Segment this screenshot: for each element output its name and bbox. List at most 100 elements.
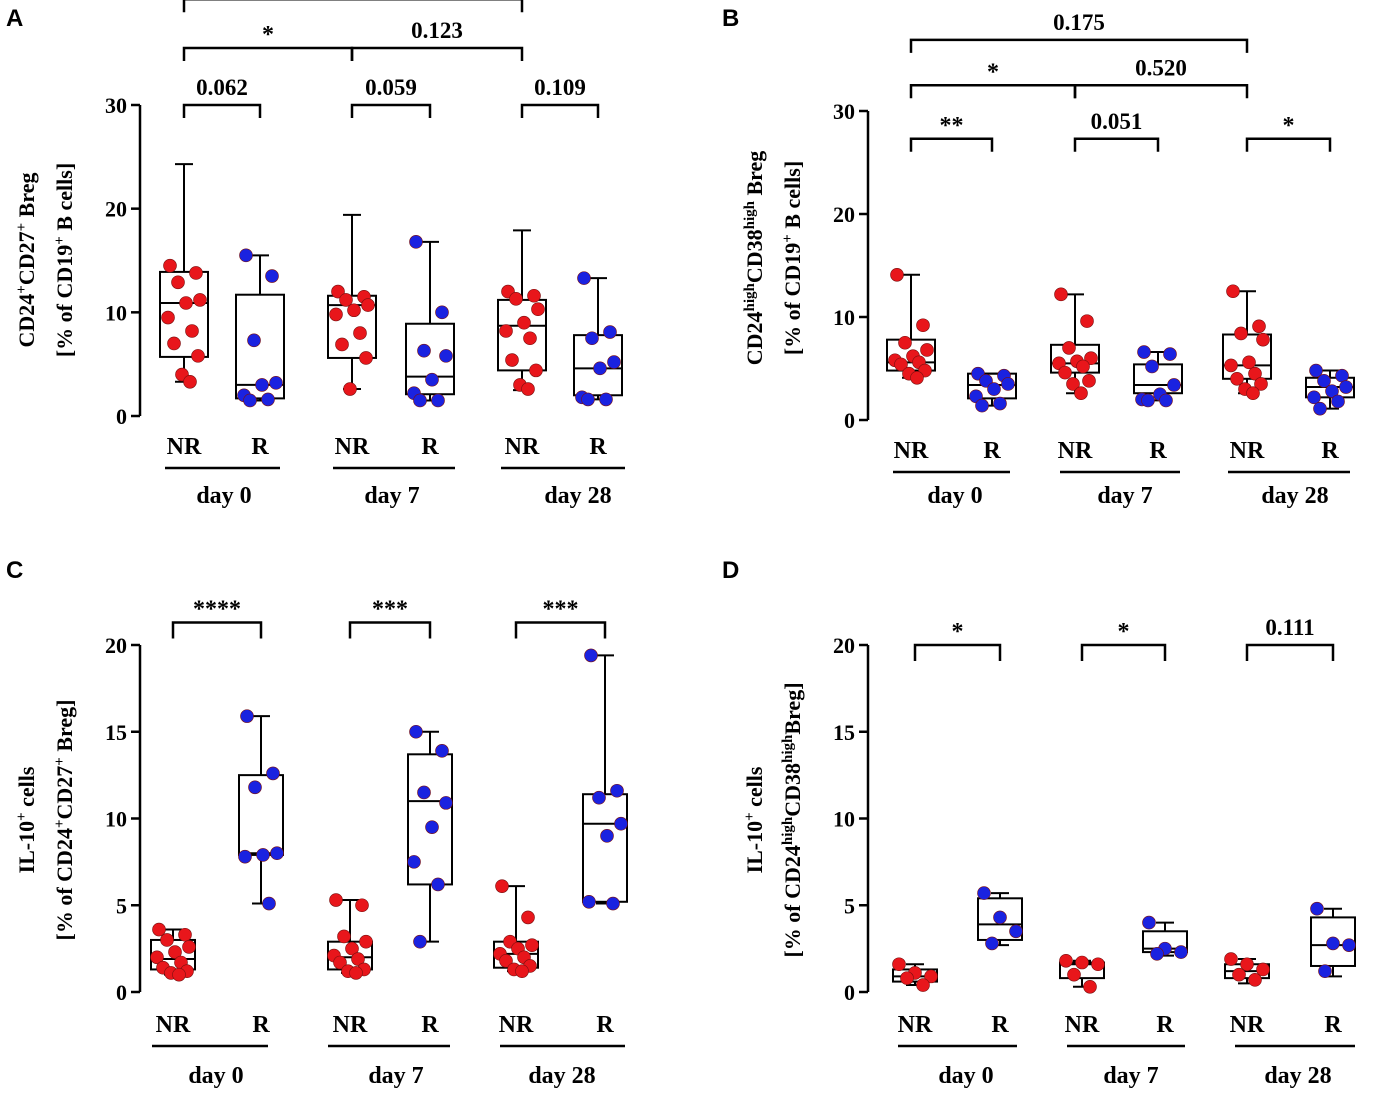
panel-c-point-1-0 bbox=[240, 709, 254, 723]
panel-d-point-0-4 bbox=[916, 978, 930, 992]
panel-b-ylabel-part-4: Breg bbox=[742, 151, 767, 201]
panel-c-group-label-1: R bbox=[252, 1012, 270, 1038]
panel-a-point-0-2 bbox=[171, 275, 185, 290]
panel-c-ylabel-2-part-0: [% of CD24 bbox=[52, 828, 77, 940]
panel-a-group-label-0: NR bbox=[167, 434, 202, 460]
panel-d-point-2-0 bbox=[1059, 953, 1073, 968]
panel-b-point-1-6 bbox=[993, 396, 1007, 411]
panel-a-ylabel-part-3: + bbox=[14, 223, 30, 232]
panel-b-point-5-3 bbox=[1339, 380, 1353, 394]
panel-a-point-4-1 bbox=[527, 288, 541, 303]
panel-c-point-0-2 bbox=[160, 933, 174, 947]
panel-c-ytick-label-0: 0 bbox=[116, 980, 127, 1005]
panel-d-ytick-label-2: 10 bbox=[833, 807, 855, 832]
panel-d-point-4-3 bbox=[1232, 967, 1246, 982]
panel-d-point-2-1 bbox=[1075, 955, 1089, 970]
panel-b-group-label-4: NR bbox=[1230, 438, 1265, 464]
panel-a-group-label-5: R bbox=[589, 434, 607, 460]
panel-d-ytick-label-1: 5 bbox=[844, 893, 855, 918]
panel-d-point-2-4 bbox=[1083, 979, 1097, 994]
panel-b-group-label-3: R bbox=[1149, 438, 1167, 464]
panel-b-bracket-0 bbox=[909, 137, 994, 152]
panel-d-point-5-1 bbox=[1326, 936, 1340, 951]
panel-b-point-1-4 bbox=[987, 382, 1001, 396]
panel-c-point-1-4 bbox=[256, 848, 270, 862]
panel-b-box-1 bbox=[967, 366, 1017, 413]
panel-c-ytick-label-2: 10 bbox=[105, 807, 127, 832]
panel-a-ylabel: CD24+CD27+ Breg bbox=[14, 173, 39, 348]
panel-c-point-0-1 bbox=[178, 927, 192, 942]
panel-a-box-1 bbox=[235, 248, 285, 408]
panel-b-point-5-1 bbox=[1335, 368, 1349, 383]
panel-b-point-4-4 bbox=[1242, 355, 1256, 370]
panel-a-ytick-label-0: 0 bbox=[116, 404, 127, 429]
panel-b-point-2-6 bbox=[1076, 359, 1090, 374]
panel-c-point-3-7 bbox=[413, 934, 427, 949]
panel-d-point-1-1 bbox=[993, 910, 1007, 925]
panel-a-point-2-2 bbox=[339, 293, 353, 307]
panel-b-ylabel-part-3: high bbox=[742, 200, 758, 229]
panel-b-point-4-7 bbox=[1230, 371, 1244, 386]
panel-a-point-0-0 bbox=[163, 258, 177, 273]
panel-d-point-0-0 bbox=[892, 957, 906, 972]
panel-b-box-5 bbox=[1305, 363, 1355, 416]
panel-b-ytick-label-2: 20 bbox=[833, 202, 855, 227]
panel-b-group-label-2: NR bbox=[1058, 438, 1093, 464]
panel-c-bracket-1 bbox=[348, 621, 432, 639]
panel-a-point-1-2 bbox=[247, 333, 261, 348]
panel-b-box-rect-1 bbox=[967, 372, 1017, 400]
panel-a-box-5 bbox=[573, 271, 623, 407]
panel-c-point-5-2 bbox=[592, 790, 606, 805]
panel-b-group-label-5: R bbox=[1321, 438, 1339, 464]
panel-a-point-1-7 bbox=[243, 393, 257, 408]
panel-c-point-3-5 bbox=[407, 855, 421, 869]
panel-c-point-2-10 bbox=[349, 966, 363, 980]
panel-b-ylabel-2-part-1: + bbox=[780, 234, 796, 243]
panel-c-point-4-7 bbox=[499, 953, 513, 968]
panel-d-bracket-0 bbox=[913, 643, 1002, 661]
panel-a-point-1-4 bbox=[255, 378, 269, 392]
panel-c-box-2 bbox=[327, 893, 373, 980]
panel-a-point-0-10 bbox=[183, 374, 197, 389]
panel-c-bracket-label-2: *** bbox=[543, 596, 579, 622]
panel-b-point-0-1 bbox=[916, 318, 930, 333]
panel-c-ytick-label-1: 5 bbox=[116, 893, 127, 918]
panel-a-point-4-4 bbox=[517, 315, 531, 330]
panel-c-bracket-label-1: *** bbox=[372, 596, 408, 622]
panel-d-point-5-0 bbox=[1310, 901, 1324, 916]
panel-d-ylabel-2-part-3: high bbox=[780, 734, 796, 763]
panel-a-point-5-2 bbox=[585, 331, 599, 346]
panel-a-group-label-4: NR bbox=[505, 434, 540, 460]
panel-c-point-5-5 bbox=[582, 894, 596, 909]
panel-b-ytick-label-3: 30 bbox=[833, 99, 855, 124]
panel-d-point-1-3 bbox=[985, 936, 999, 951]
panel-a-point-3-1 bbox=[435, 305, 449, 320]
panel-a-point-0-4 bbox=[179, 296, 193, 310]
panel-a-point-2-7 bbox=[335, 337, 349, 352]
panel-b-point-5-4 bbox=[1325, 384, 1339, 398]
panel-c-point-1-1 bbox=[266, 766, 280, 781]
panel-d-box-4 bbox=[1224, 952, 1270, 987]
panel-a-point-2-6 bbox=[353, 326, 367, 340]
panel-a-point-2-3 bbox=[361, 298, 375, 312]
panel-a-point-5-3 bbox=[607, 355, 621, 369]
panel-d-ylabel-part-0: IL-10 bbox=[742, 821, 767, 874]
panel-b-bracket-label-0: ** bbox=[940, 113, 964, 139]
panel-c-ylabel-part-2: cells bbox=[14, 766, 39, 812]
panel-d-point-4-4 bbox=[1248, 973, 1262, 987]
panel-c-point-3-0 bbox=[409, 724, 423, 739]
panel-b-point-1-7 bbox=[975, 398, 989, 413]
panel-a-point-0-6 bbox=[185, 324, 199, 338]
panel-b-bracket-label-1: 0.051 bbox=[1091, 109, 1143, 134]
panel-c-ylabel-2-part-2: CD27 bbox=[52, 766, 77, 820]
panel-b-point-2-0 bbox=[1054, 287, 1068, 302]
panel-c-ytick-label-4: 20 bbox=[105, 633, 127, 658]
panel-c-ylabel-part-1: + bbox=[14, 812, 30, 821]
panel-c-point-5-6 bbox=[606, 896, 620, 911]
panel-a-point-3-7 bbox=[413, 393, 427, 408]
panel-a-ytick-label-3: 30 bbox=[105, 93, 127, 118]
panel-a-point-0-7 bbox=[167, 336, 181, 351]
panel-d-point-2-2 bbox=[1091, 957, 1105, 972]
panel-a-group-label-2: NR bbox=[335, 434, 370, 460]
